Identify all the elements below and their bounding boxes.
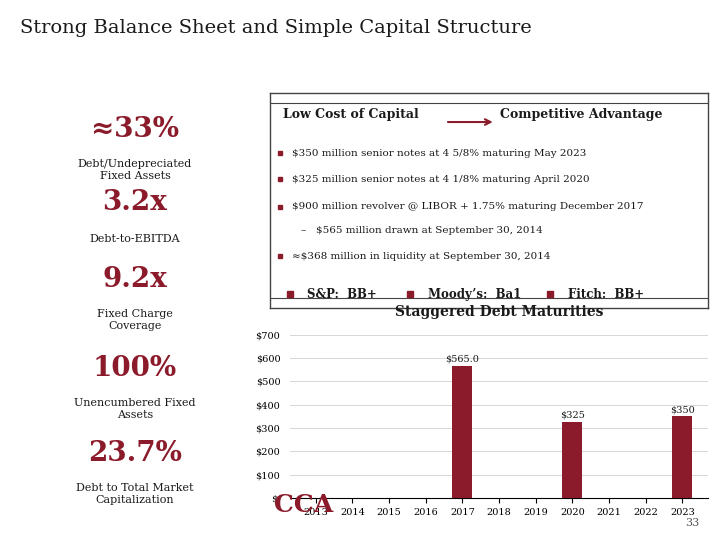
- Text: Fitch:  BB+: Fitch: BB+: [568, 287, 644, 301]
- Text: $325 million senior notes at 4 1/8% maturing April 2020: $325 million senior notes at 4 1/8% matu…: [292, 174, 590, 184]
- Text: $900 million revolver @ LIBOR + 1.75% maturing December 2017: $900 million revolver @ LIBOR + 1.75% ma…: [292, 202, 644, 212]
- Text: $565.0: $565.0: [446, 355, 480, 364]
- Bar: [452, 366, 472, 498]
- Text: $350 million senior notes at 4 5/8% maturing May 2023: $350 million senior notes at 4 5/8% matu…: [292, 148, 586, 158]
- Text: Debt/Undepreciated
Fixed Assets: Debt/Undepreciated Fixed Assets: [78, 159, 192, 181]
- Text: Fixed Charge
Coverage: Fixed Charge Coverage: [97, 309, 173, 330]
- Bar: [562, 422, 582, 498]
- Text: 9.2x: 9.2x: [102, 266, 168, 293]
- Text: Strong Balance Sheet and Simple Capital Structure: Strong Balance Sheet and Simple Capital …: [20, 19, 532, 37]
- Bar: [672, 416, 693, 498]
- Text: Moody’s:  Ba1: Moody’s: Ba1: [428, 287, 521, 301]
- Text: Low Cost of Capital: Low Cost of Capital: [283, 108, 419, 121]
- Text: ≈$368 million in liquidity at September 30, 2014: ≈$368 million in liquidity at September …: [292, 252, 550, 261]
- Text: ≈33%: ≈33%: [91, 116, 179, 143]
- Text: Debt-to-EBITDA: Debt-to-EBITDA: [90, 234, 180, 244]
- Text: 23.7%: 23.7%: [88, 440, 182, 467]
- Text: Unencumbered Fixed
Assets: Unencumbered Fixed Assets: [74, 398, 196, 420]
- FancyArrowPatch shape: [448, 119, 490, 125]
- Title: Staggered Debt Maturities: Staggered Debt Maturities: [395, 305, 603, 319]
- Text: 33: 33: [685, 518, 700, 528]
- Text: Competitive Advantage: Competitive Advantage: [500, 108, 662, 121]
- Text: CCA: CCA: [274, 493, 333, 517]
- Text: 100%: 100%: [93, 355, 177, 382]
- Text: $350: $350: [670, 405, 695, 414]
- Text: S&P:  BB+: S&P: BB+: [307, 287, 377, 301]
- Text: Debt to Total Market
Capitalization: Debt to Total Market Capitalization: [76, 483, 194, 505]
- Text: 3.2x: 3.2x: [102, 189, 168, 216]
- Text: $325: $325: [560, 411, 585, 420]
- Text: –   $565 million drawn at September 30, 2014: – $565 million drawn at September 30, 20…: [301, 226, 542, 235]
